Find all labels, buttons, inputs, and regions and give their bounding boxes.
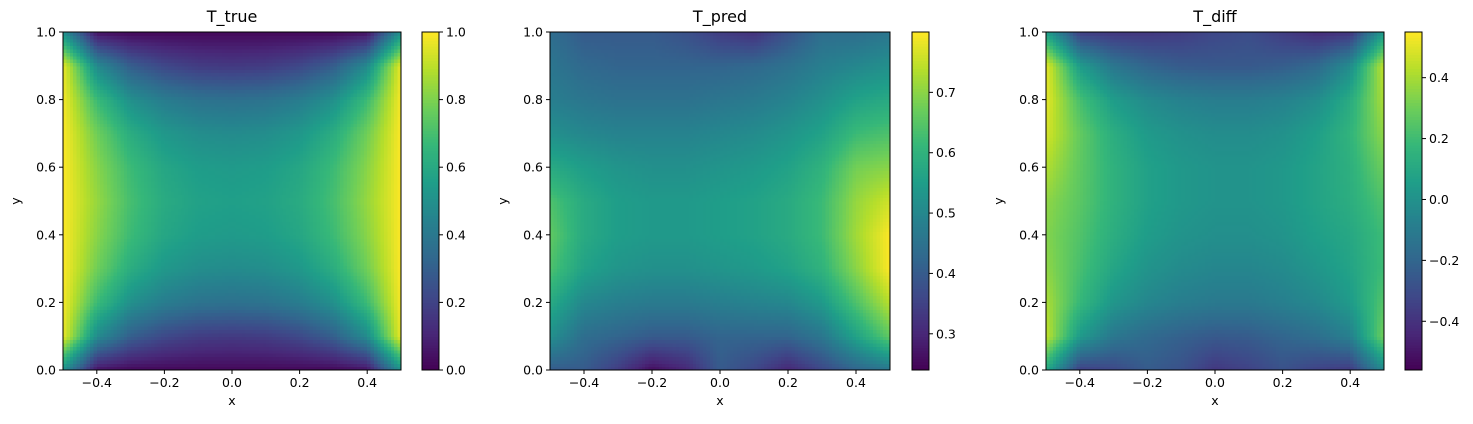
heatmap-panel-1: T_true−0.4 −0.2 0.0 0.2 0.40.00.20.40.60.81.… <box>8 7 466 408</box>
heatmap-cells <box>63 32 402 371</box>
